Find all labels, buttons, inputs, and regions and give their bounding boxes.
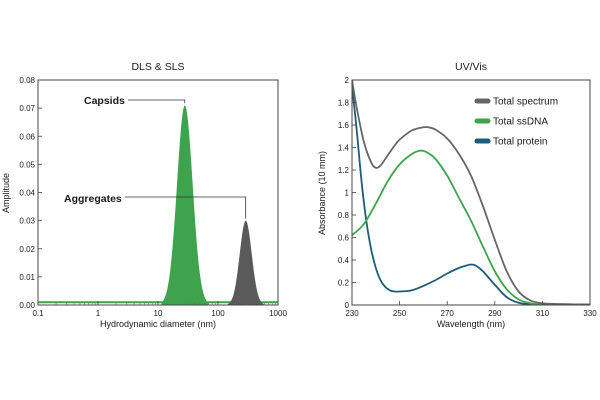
uvvis-y-tick-label: 0.8 bbox=[338, 211, 350, 220]
uvvis-y-tick-label: 2 bbox=[345, 76, 350, 85]
dls-y-tick-label: 0.00 bbox=[19, 301, 35, 310]
dls-peak-aggregates bbox=[227, 220, 264, 305]
dls-y-tick-label: 0.03 bbox=[19, 217, 35, 226]
dls-annotation-leader bbox=[124, 196, 247, 219]
uvvis-y-tick-label: 0.2 bbox=[338, 279, 350, 288]
uvvis-y-tick-label: 1.6 bbox=[338, 121, 350, 130]
uvvis-x-tick-label: 230 bbox=[345, 309, 359, 318]
uvvis-y-tick-label: 1 bbox=[345, 189, 350, 198]
uvvis-x-axis-label: Wavelength (nm) bbox=[437, 319, 505, 329]
uvvis-y-tick-label: 0 bbox=[345, 301, 350, 310]
dls-x-tick-label: 100 bbox=[211, 309, 225, 318]
dls-annotation-capsids: Capsids bbox=[84, 95, 125, 107]
dls-chart-title: DLS & SLS bbox=[131, 61, 184, 73]
uvvis-legend-label: Total protein bbox=[493, 137, 547, 148]
dls-peak-capsids bbox=[161, 105, 209, 305]
uvvis-y-tick-label: 1.8 bbox=[338, 99, 350, 108]
uvvis-legend: Total spectrum Total ssDNA Total protein bbox=[474, 97, 558, 148]
dls-y-tick-label: 0.08 bbox=[19, 76, 35, 85]
dls-x-axis-label: Hydrodynamic diameter (nm) bbox=[100, 319, 216, 329]
uvvis-y-tick-label: 1.2 bbox=[338, 166, 350, 175]
dls-x-tick-label: 10 bbox=[154, 309, 163, 318]
dls-y-tick-label: 0.04 bbox=[19, 189, 35, 198]
uvvis-x-tick-label: 310 bbox=[536, 309, 550, 318]
uvvis-y-tick-label: 0.6 bbox=[338, 234, 350, 243]
dls-x-tick-label: 1000 bbox=[269, 309, 287, 318]
dls-y-tick-label: 0.05 bbox=[19, 160, 35, 169]
uvvis-chart: UV/Vis 230 250 270 290 310 330 0 0.2 0.4 0.6 0.8 1 1… bbox=[317, 61, 597, 329]
dls-x-tick-label: 1 bbox=[96, 309, 101, 318]
dls-y-tick-label: 0.01 bbox=[19, 273, 35, 282]
uvvis-x-tick-label: 290 bbox=[488, 309, 502, 318]
uvvis-legend-label: Total ssDNA bbox=[493, 117, 548, 128]
uvvis-x-tick-label: 270 bbox=[441, 309, 455, 318]
dls-y-tick-label: 0.06 bbox=[19, 132, 35, 141]
uvvis-y-tick-label: 0.4 bbox=[338, 256, 350, 265]
dls-chart: DLS & SLS Capsids Aggregates 0.1 1 10 100 100… bbox=[1, 61, 287, 329]
uvvis-line-total-protein bbox=[352, 85, 590, 305]
uvvis-chart-title: UV/Vis bbox=[455, 61, 487, 73]
dls-annotation-leader bbox=[127, 99, 186, 104]
uvvis-x-tick-label: 330 bbox=[583, 309, 597, 318]
uvvis-plot-frame bbox=[351, 79, 591, 306]
uvvis-y-axis-label: Absorbance (10 mm) bbox=[317, 151, 327, 235]
dls-y-tick-label: 0.07 bbox=[19, 104, 35, 113]
dls-annotation-aggregates: Aggregates bbox=[64, 193, 122, 205]
uvvis-y-tick-label: 1.4 bbox=[338, 144, 350, 153]
dls-y-tick-label: 0.02 bbox=[19, 245, 35, 254]
uvvis-x-tick-label: 250 bbox=[393, 309, 407, 318]
uvvis-legend-label: Total spectrum bbox=[493, 97, 558, 108]
dls-y-axis-label: Amplitude bbox=[1, 173, 11, 213]
uvvis-line-total-spectrum bbox=[352, 79, 590, 305]
dls-x-tick-label: 0.1 bbox=[32, 309, 44, 318]
